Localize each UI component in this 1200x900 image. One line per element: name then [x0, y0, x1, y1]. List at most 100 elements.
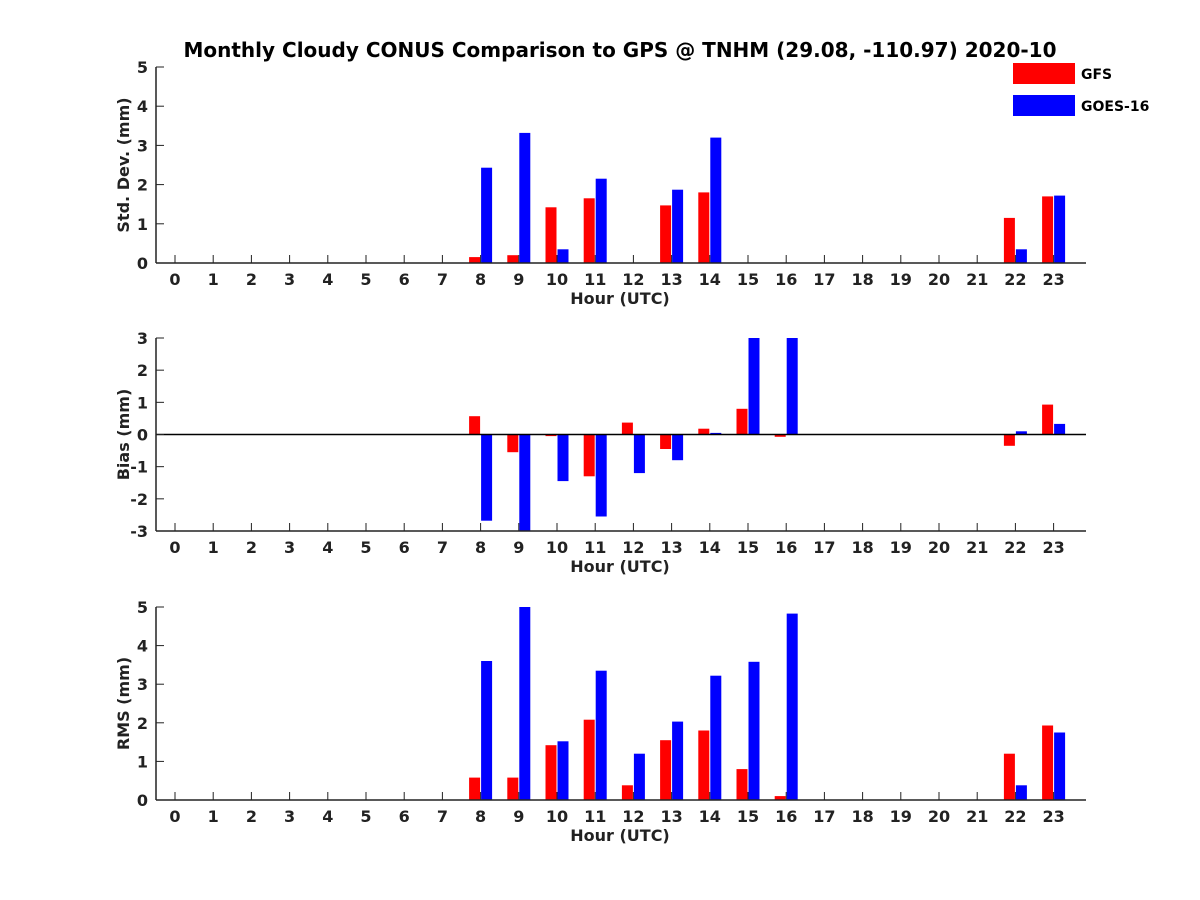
- x-tick-label: 15: [737, 538, 759, 557]
- x-tick-label: 9: [513, 807, 524, 826]
- x-tick-label: 8: [475, 538, 486, 557]
- legend-label: GFS: [1081, 67, 1112, 83]
- bar-gfs-hour-9: [507, 255, 519, 263]
- y-tick-label: 2: [137, 361, 148, 380]
- bar-goes-16-hour-13: [672, 721, 684, 800]
- bar-goes-16-hour-14: [710, 675, 722, 800]
- y-tick-label: -3: [130, 522, 148, 541]
- bar-gfs-hour-13: [660, 434, 672, 449]
- bar-gfs-hour-11: [583, 434, 595, 477]
- x-tick-label: 22: [1004, 807, 1026, 826]
- x-tick-label: 15: [737, 270, 759, 289]
- bar-goes-16-hour-11: [595, 670, 607, 800]
- y-axis-label: Std. Dev. (mm): [114, 97, 133, 232]
- x-axis-label: Hour (UTC): [570, 557, 670, 576]
- x-tick-label: 14: [699, 270, 721, 289]
- x-tick-label: 3: [284, 270, 295, 289]
- x-tick-label: 16: [775, 270, 797, 289]
- bar-goes-16-hour-13: [672, 189, 684, 263]
- bar-goes-16-hour-14: [710, 137, 722, 263]
- x-tick-label: 16: [775, 807, 797, 826]
- bar-goes-16-hour-22: [1015, 249, 1027, 263]
- x-tick-label: 6: [399, 538, 410, 557]
- y-tick-label: 1: [137, 393, 148, 412]
- bar-gfs-hour-12: [621, 422, 633, 435]
- bar-goes-16-hour-13: [672, 434, 684, 461]
- bar-goes-16-hour-14: [710, 432, 722, 435]
- y-tick-label: 3: [137, 329, 148, 348]
- x-axis-label: Hour (UTC): [570, 826, 670, 845]
- x-tick-label: 20: [928, 538, 950, 557]
- x-tick-label: 10: [546, 538, 568, 557]
- bar-gfs-hour-10: [545, 745, 557, 800]
- x-tick-label: 1: [208, 807, 219, 826]
- y-tick-label: 0: [137, 254, 148, 273]
- y-tick-label: 1: [137, 215, 148, 234]
- y-tick-label: 2: [137, 176, 148, 195]
- bar-goes-16-hour-11: [595, 434, 607, 517]
- x-tick-label: 10: [546, 270, 568, 289]
- bar-gfs-hour-22: [1003, 753, 1015, 800]
- y-tick-label: 4: [137, 637, 148, 656]
- x-tick-label: 18: [851, 807, 873, 826]
- x-tick-label: 9: [513, 270, 524, 289]
- bar-gfs-hour-11: [583, 198, 595, 263]
- x-tick-label: 19: [890, 538, 912, 557]
- x-tick-label: 5: [360, 270, 371, 289]
- bar-goes-16-hour-23: [1054, 732, 1066, 800]
- x-tick-label: 15: [737, 807, 759, 826]
- bar-gfs-hour-14: [698, 428, 710, 435]
- bar-gfs-hour-22: [1003, 217, 1015, 263]
- x-tick-label: 0: [169, 538, 180, 557]
- bar-goes-16-hour-15: [748, 338, 760, 435]
- bar-gfs-hour-9: [507, 434, 519, 453]
- x-tick-label: 13: [660, 807, 682, 826]
- bar-gfs-hour-10: [545, 207, 557, 263]
- legend-swatch-goes-16: [1013, 95, 1075, 116]
- x-tick-label: 16: [775, 538, 797, 557]
- bar-goes-16-hour-8: [481, 434, 493, 521]
- y-axis-label: Bias (mm): [114, 389, 133, 481]
- bar-gfs-hour-12: [621, 785, 633, 800]
- bar-gfs-hour-15: [736, 408, 748, 435]
- x-tick-label: 11: [584, 538, 606, 557]
- bar-goes-16-hour-10: [557, 434, 569, 482]
- x-tick-label: 19: [890, 807, 912, 826]
- x-tick-label: 20: [928, 807, 950, 826]
- y-tick-label: 5: [137, 598, 148, 617]
- x-tick-label: 14: [699, 807, 721, 826]
- x-tick-label: 17: [813, 270, 835, 289]
- y-tick-label: 4: [137, 97, 148, 116]
- bar-gfs-hour-11: [583, 719, 595, 800]
- x-tick-label: 2: [246, 807, 257, 826]
- legend: GFS GOES-16: [1013, 63, 1149, 116]
- x-tick-label: 18: [851, 270, 873, 289]
- x-tick-label: 4: [322, 807, 333, 826]
- x-tick-label: 4: [322, 538, 333, 557]
- x-tick-label: 12: [622, 807, 644, 826]
- x-tick-label: 1: [208, 538, 219, 557]
- bar-goes-16-hour-9: [519, 607, 531, 800]
- x-tick-label: 12: [622, 270, 644, 289]
- x-tick-label: 18: [851, 538, 873, 557]
- x-tick-label: 5: [360, 538, 371, 557]
- bar-goes-16-hour-9: [519, 434, 531, 531]
- bar-gfs-hour-9: [507, 777, 519, 800]
- x-tick-label: 11: [584, 270, 606, 289]
- y-tick-label: 0: [137, 426, 148, 445]
- bar-goes-16-hour-12: [633, 434, 645, 474]
- bar-goes-16-hour-12: [633, 753, 645, 800]
- x-tick-label: 4: [322, 270, 333, 289]
- y-tick-label: 3: [137, 675, 148, 694]
- chart-title: Monthly Cloudy CONUS Comparison to GPS @…: [183, 38, 1056, 62]
- x-tick-label: 20: [928, 270, 950, 289]
- x-tick-label: 14: [699, 538, 721, 557]
- y-tick-label: 2: [137, 714, 148, 733]
- bar-gfs-hour-8: [469, 416, 481, 435]
- bar-goes-16-hour-23: [1054, 195, 1066, 263]
